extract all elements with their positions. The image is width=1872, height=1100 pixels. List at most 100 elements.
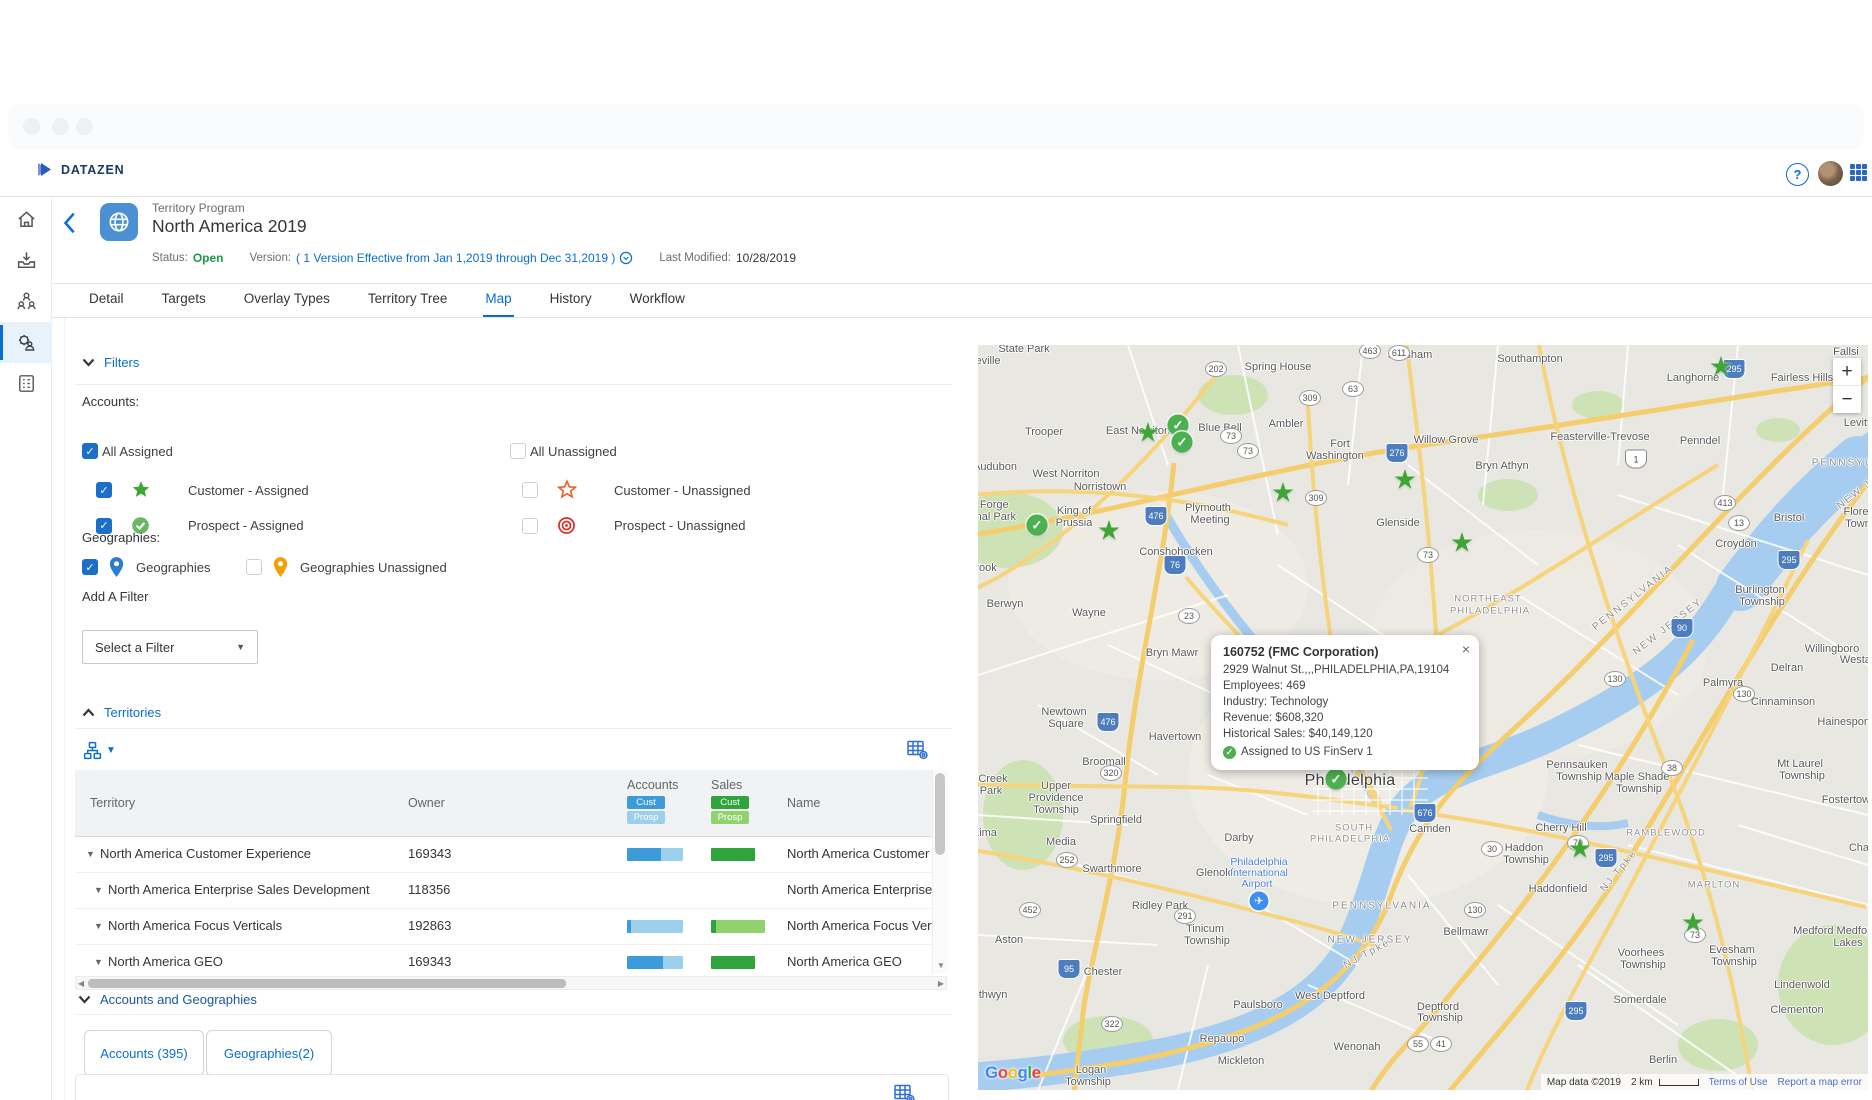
vertical-scrollbar[interactable]: ▼ (932, 770, 948, 974)
geographies-unassigned-checkbox[interactable] (246, 559, 262, 575)
sidebar-item-import[interactable] (0, 240, 52, 281)
sales-bar-prosp (716, 920, 765, 933)
page-title: North America 2019 (152, 216, 307, 236)
help-icon[interactable]: ? (1786, 163, 1809, 186)
last-modified-label: Last Modified: (659, 252, 731, 264)
customer-unassigned-checkbox[interactable] (522, 482, 538, 498)
customer-assigned-marker[interactable]: ★ (1680, 907, 1706, 938)
table-settings-icon[interactable] (892, 1081, 916, 1100)
horizontal-scrollbar[interactable]: ◀ ▶ (75, 976, 947, 990)
customer-assigned-marker[interactable]: ★ (1449, 527, 1475, 558)
map-label: West Norriton (1032, 468, 1100, 480)
map-label: othwyn (978, 989, 1008, 1001)
accounts-prosp-badge: Prosp (627, 811, 665, 824)
map-label: Square (1048, 718, 1084, 730)
accounts-bar-cust (627, 920, 632, 933)
app-launcher-icon[interactable] (1850, 164, 1867, 181)
map-label: Fairless Hills (1770, 372, 1834, 384)
map-label: Township (1033, 804, 1079, 816)
row-expander-icon[interactable]: ▼ (86, 849, 95, 859)
tree-view-button[interactable]: ▼ (82, 740, 116, 761)
scrollbar-thumb[interactable] (88, 979, 566, 988)
tab-overlay-types[interactable]: Overlay Types (243, 291, 330, 306)
map-label: Willingboro (1804, 643, 1860, 655)
terms-link[interactable]: Terms of Use (1708, 1076, 1768, 1088)
tab-geographies[interactable]: Geographies(2) (206, 1030, 332, 1076)
prospect-unassigned-checkbox[interactable] (522, 517, 538, 534)
customer-assigned-marker[interactable]: ★ (1135, 417, 1161, 448)
customer-assigned-marker[interactable]: ★ (1708, 351, 1734, 382)
accounts-geographies-header[interactable]: Accounts and Geographies (78, 992, 257, 1007)
prospect-assigned-marker[interactable]: ✓ (1171, 431, 1193, 453)
popup-close-icon[interactable]: × (1461, 641, 1470, 657)
scroll-left-arrow[interactable]: ◀ (78, 979, 85, 988)
map-label: Feasterville-Trevose (1550, 431, 1650, 443)
map-canvas[interactable]: State Park eville Spring House Horsham South… (978, 345, 1868, 1090)
zoom-in-button[interactable]: + (1833, 358, 1861, 386)
row-expander-icon[interactable]: ▼ (94, 921, 103, 931)
table-settings-icon[interactable] (905, 737, 929, 761)
scroll-down-arrow[interactable]: ▼ (937, 961, 945, 970)
panel-left-border (64, 318, 65, 1100)
map-label: Fallsi (1833, 346, 1859, 358)
sidebar-item-territory-settings[interactable] (0, 322, 52, 363)
zoom-out-button[interactable]: − (1841, 388, 1853, 410)
tab-targets[interactable]: Targets (161, 291, 206, 306)
filter-select[interactable]: Select a Filter ▼ (82, 630, 258, 664)
map-label: Paulsboro (1233, 999, 1283, 1011)
sidebar-item-list[interactable] (0, 363, 52, 404)
customer-assigned-marker[interactable]: ★ (1096, 515, 1122, 546)
assigned-check-icon: ✓ (1223, 745, 1236, 759)
col-name: Name (787, 796, 821, 810)
all-assigned-label: All Assigned (102, 443, 173, 459)
sales-bar-cust (711, 920, 717, 933)
prospect-assigned-marker[interactable]: ✓ (1026, 514, 1048, 536)
map-label: Aston (994, 934, 1024, 946)
version-link[interactable]: ( 1 Version Effective from Jan 1,2019 th… (296, 251, 616, 265)
row-expander-icon[interactable]: ▼ (94, 885, 103, 895)
name-value: North America Customer Ex (787, 846, 932, 861)
customer-assigned-marker[interactable]: ★ (1392, 464, 1418, 495)
prospect-assigned-marker[interactable]: ✓ (1167, 414, 1189, 436)
map-label: Fostertown (1821, 794, 1868, 806)
report-error-link[interactable]: Report a map error (1777, 1076, 1862, 1088)
sidebar-item-users-hierarchy[interactable] (0, 281, 52, 322)
version-dropdown-icon[interactable] (619, 251, 633, 265)
all-unassigned-label: All Unassigned (530, 443, 617, 459)
table-row[interactable]: ▼ North America Enterprise Sales Developm… (75, 873, 932, 909)
row-expander-icon[interactable]: ▼ (94, 957, 103, 967)
tab-territory-tree[interactable]: Territory Tree (367, 291, 448, 306)
all-unassigned-checkbox[interactable] (510, 443, 526, 459)
tab-history[interactable]: History (549, 291, 592, 306)
map-scale-bar (1658, 1078, 1699, 1086)
tab-workflow[interactable]: Workflow (629, 291, 685, 306)
route-shield: 130 (1464, 902, 1486, 918)
sidebar-item-home[interactable] (0, 199, 52, 240)
scroll-right-arrow[interactable]: ▶ (937, 979, 944, 988)
tab-map[interactable]: Map (483, 285, 514, 318)
map-label: Norristown (1073, 481, 1127, 493)
filters-section-header[interactable]: Filters (82, 355, 139, 370)
prospect-assigned-checkbox[interactable]: ✓ (96, 517, 112, 534)
customer-assigned-checkbox[interactable]: ✓ (96, 482, 112, 498)
customer-assigned-marker[interactable]: ★ (1567, 833, 1593, 864)
map-label: Bryn Mawr (1145, 647, 1199, 659)
all-assigned-checkbox[interactable]: ✓ (82, 443, 98, 459)
customer-assigned-marker[interactable]: ★ (1270, 477, 1296, 508)
map-label: Berwyn (986, 598, 1024, 610)
map-label: Darby (1224, 832, 1254, 844)
route-shield: 309 (1305, 490, 1327, 506)
prospect-assigned-marker[interactable]: ✓ (1325, 768, 1347, 790)
map-label: Voorhees (1617, 947, 1665, 959)
sales-cust-badge: Cust (711, 796, 749, 809)
table-row[interactable]: ▼ North America Focus Verticals 192863 Nort… (75, 909, 932, 945)
geographies-checkbox[interactable]: ✓ (82, 559, 98, 575)
tab-accounts[interactable]: Accounts (395) (84, 1030, 204, 1076)
table-row[interactable]: ▼ North America Customer Experience 169343… (75, 837, 932, 873)
scrollbar-thumb[interactable] (935, 773, 945, 855)
territories-section-header[interactable]: Territories (82, 705, 161, 720)
back-button[interactable] (62, 210, 76, 236)
tab-detail[interactable]: Detail (89, 291, 124, 306)
route-shield: 63 (1342, 381, 1364, 397)
avatar[interactable] (1818, 161, 1843, 186)
